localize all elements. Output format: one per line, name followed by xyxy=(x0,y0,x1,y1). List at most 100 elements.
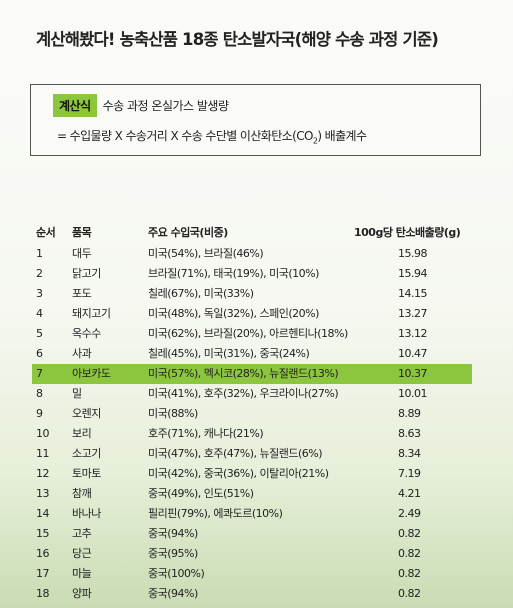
row-item: 옥수수 xyxy=(72,327,101,340)
formula-tag: 계산식 xyxy=(53,94,97,117)
table-row: 14 바나나 필리핀(79%), 에콰도르(10%) 2.49 xyxy=(32,504,472,524)
row-emission: 0.82 xyxy=(398,587,421,600)
table-row: 16 당근 중국(95%) 0.82 xyxy=(32,544,472,564)
formula-description: 수송 과정 온실가스 발생량 xyxy=(102,99,229,113)
table-row: 8 밀 미국(41%), 호주(32%), 우크라이나(27%) 10.01 xyxy=(32,384,472,404)
row-no: 11 xyxy=(36,447,50,460)
header-countries: 주요 수입국(비중) xyxy=(148,226,228,239)
row-countries: 미국(42%), 중국(36%), 이탈리아(21%) xyxy=(148,467,329,480)
row-emission: 15.94 xyxy=(398,267,428,280)
row-countries: 미국(88%) xyxy=(148,407,198,420)
row-countries: 미국(62%), 브라질(20%), 아르헨티나(18%) xyxy=(148,327,348,340)
header-item: 품목 xyxy=(72,226,92,239)
row-countries: 브라질(71%), 태국(19%), 미국(10%) xyxy=(148,267,319,280)
row-countries: 미국(57%), 멕시코(28%), 뉴질랜드(13%) xyxy=(148,367,339,380)
row-emission: 4.21 xyxy=(398,487,421,500)
row-countries: 미국(47%), 호주(47%), 뉴질랜드(6%) xyxy=(148,447,323,460)
row-item: 당근 xyxy=(72,547,92,560)
row-emission: 13.27 xyxy=(398,307,428,320)
row-countries: 미국(41%), 호주(32%), 우크라이나(27%) xyxy=(148,387,339,400)
table-body: 1 대두 미국(54%), 브라질(46%) 15.98 2 닭고기 브라질(71%), 태… xyxy=(32,244,472,604)
table-row: 6 사과 칠레(45%), 미국(31%), 중국(24%) 10.47 xyxy=(32,344,472,364)
row-no: 17 xyxy=(36,567,50,580)
row-countries: 미국(48%), 독일(32%), 스페인(20%) xyxy=(148,307,319,320)
table-row: 11 소고기 미국(47%), 호주(47%), 뉴질랜드(6%) 8.34 xyxy=(32,444,472,464)
formula-expression: = 수입물량 X 수송거리 X 수송 수단별 이산화탄소(CO xyxy=(57,129,313,143)
row-no: 15 xyxy=(36,527,50,540)
row-no: 4 xyxy=(36,307,43,320)
row-item: 밀 xyxy=(72,387,82,400)
table-row: 7 아보카도 미국(57%), 멕시코(28%), 뉴질랜드(13%) 10.37 xyxy=(32,364,472,384)
formula-box: 계산식 수송 과정 온실가스 발생량 = 수입물량 X 수송거리 X 수송 수단별… xyxy=(30,84,481,156)
row-item: 마늘 xyxy=(72,567,92,580)
row-item: 포도 xyxy=(72,287,92,300)
row-countries: 칠레(67%), 미국(33%) xyxy=(148,287,254,300)
row-emission: 10.01 xyxy=(398,387,428,400)
row-emission: 7.19 xyxy=(398,467,421,480)
table-row: 12 토마토 미국(42%), 중국(36%), 이탈리아(21%) 7.19 xyxy=(32,464,472,484)
table-row: 4 돼지고기 미국(48%), 독일(32%), 스페인(20%) 13.27 xyxy=(32,304,472,324)
row-countries: 칠레(45%), 미국(31%), 중국(24%) xyxy=(148,347,310,360)
row-emission: 0.82 xyxy=(398,527,421,540)
row-emission: 8.34 xyxy=(398,447,421,460)
row-emission: 14.15 xyxy=(398,287,428,300)
row-countries: 중국(100%) xyxy=(148,567,205,580)
row-emission: 0.82 xyxy=(398,567,421,580)
row-item: 토마토 xyxy=(72,467,101,480)
page-title: 계산해봤다! 농축산품 18종 탄소발자국(해양 수송 과정 기준) xyxy=(36,30,439,49)
header-no: 순서 xyxy=(36,226,56,239)
table-header: 순서 품목 주요 수입국(비중) 100g당 탄소배출량(g) xyxy=(32,222,472,244)
row-item: 참깨 xyxy=(72,487,92,500)
row-countries: 중국(94%) xyxy=(148,587,198,600)
row-item: 대두 xyxy=(72,247,92,260)
table-row: 13 참깨 중국(49%), 인도(51%) 4.21 xyxy=(32,484,472,504)
row-no: 14 xyxy=(36,507,50,520)
row-countries: 중국(95%) xyxy=(148,547,198,560)
row-no: 9 xyxy=(36,407,43,420)
row-item: 닭고기 xyxy=(72,267,101,280)
row-countries: 호주(71%), 캐나다(21%) xyxy=(148,427,264,440)
row-no: 1 xyxy=(36,247,43,260)
row-no: 10 xyxy=(36,427,50,440)
formula-subscript: 2 xyxy=(312,136,318,146)
row-emission: 15.98 xyxy=(398,247,428,260)
table-row: 9 오렌지 미국(88%) 8.89 xyxy=(32,404,472,424)
table-row: 2 닭고기 브라질(71%), 태국(19%), 미국(10%) 15.94 xyxy=(32,264,472,284)
row-item: 양파 xyxy=(72,587,92,600)
formula-line-1: 계산식 수송 과정 온실가스 발생량 xyxy=(53,94,229,117)
row-emission: 0.82 xyxy=(398,547,421,560)
row-item: 소고기 xyxy=(72,447,101,460)
row-item: 아보카도 xyxy=(72,367,111,380)
table-row: 15 고추 중국(94%) 0.82 xyxy=(32,524,472,544)
formula-expression-suffix: ) 배출계수 xyxy=(317,129,367,143)
row-item: 오렌지 xyxy=(72,407,101,420)
row-item: 바나나 xyxy=(72,507,101,520)
row-emission: 2.49 xyxy=(398,507,421,520)
row-no: 16 xyxy=(36,547,50,560)
row-no: 2 xyxy=(36,267,43,280)
row-countries: 필리핀(79%), 에콰도르(10%) xyxy=(148,507,283,520)
row-emission: 8.63 xyxy=(398,427,421,440)
table-row: 10 보리 호주(71%), 캐나다(21%) 8.63 xyxy=(32,424,472,444)
row-countries: 미국(54%), 브라질(46%) xyxy=(148,247,264,260)
row-no: 13 xyxy=(36,487,50,500)
row-no: 5 xyxy=(36,327,43,340)
row-no: 18 xyxy=(36,587,50,600)
row-no: 7 xyxy=(36,367,43,380)
formula-line-2: = 수입물량 X 수송거리 X 수송 수단별 이산화탄소(CO2) 배출계수 xyxy=(57,127,367,146)
row-no: 6 xyxy=(36,347,43,360)
row-item: 사과 xyxy=(72,347,92,360)
table-row: 1 대두 미국(54%), 브라질(46%) 15.98 xyxy=(32,244,472,264)
header-emission: 100g당 탄소배출량(g) xyxy=(354,226,461,239)
table-row: 3 포도 칠레(67%), 미국(33%) 14.15 xyxy=(32,284,472,304)
row-emission: 13.12 xyxy=(398,327,428,340)
row-no: 8 xyxy=(36,387,43,400)
row-emission: 10.37 xyxy=(398,367,428,380)
row-item: 보리 xyxy=(72,427,92,440)
row-emission: 10.47 xyxy=(398,347,428,360)
row-item: 고추 xyxy=(72,527,92,540)
table-row: 17 마늘 중국(100%) 0.82 xyxy=(32,564,472,584)
row-item: 돼지고기 xyxy=(72,307,111,320)
table-row: 5 옥수수 미국(62%), 브라질(20%), 아르헨티나(18%) 13.12 xyxy=(32,324,472,344)
row-no: 3 xyxy=(36,287,43,300)
